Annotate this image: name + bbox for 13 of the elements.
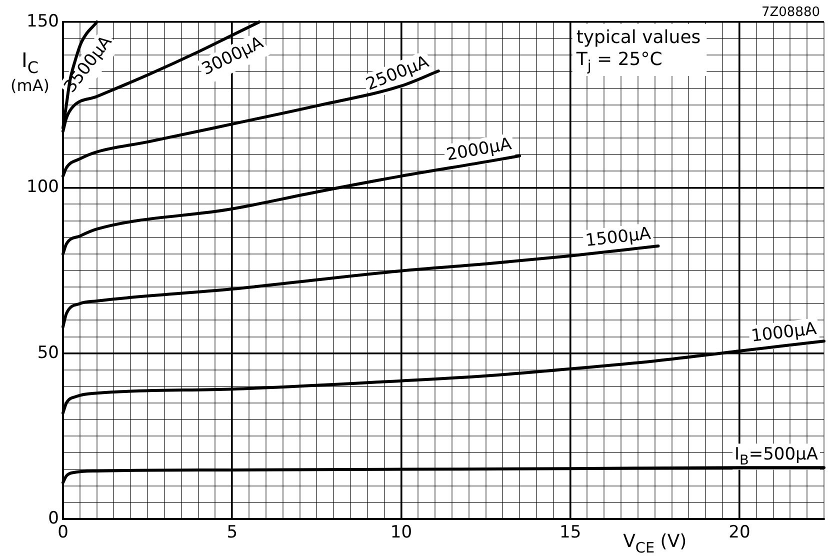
x-tick-label: 5: [226, 522, 238, 543]
y-tick-label: 50: [37, 342, 59, 363]
y-tick-label: 100: [26, 177, 59, 198]
x-tick-label: 10: [390, 522, 412, 543]
x-tick-label: 20: [728, 522, 750, 543]
text: 1500μA: [584, 224, 652, 252]
annotation: typical values: [576, 27, 701, 48]
y-tick-label: 150: [26, 11, 59, 32]
x-tick-label: 15: [560, 522, 582, 543]
y-tick-label: 0: [48, 508, 59, 528]
text: 2000μA: [444, 134, 514, 166]
text: 7Z08880: [761, 5, 820, 20]
text: 1000μA: [750, 318, 818, 346]
